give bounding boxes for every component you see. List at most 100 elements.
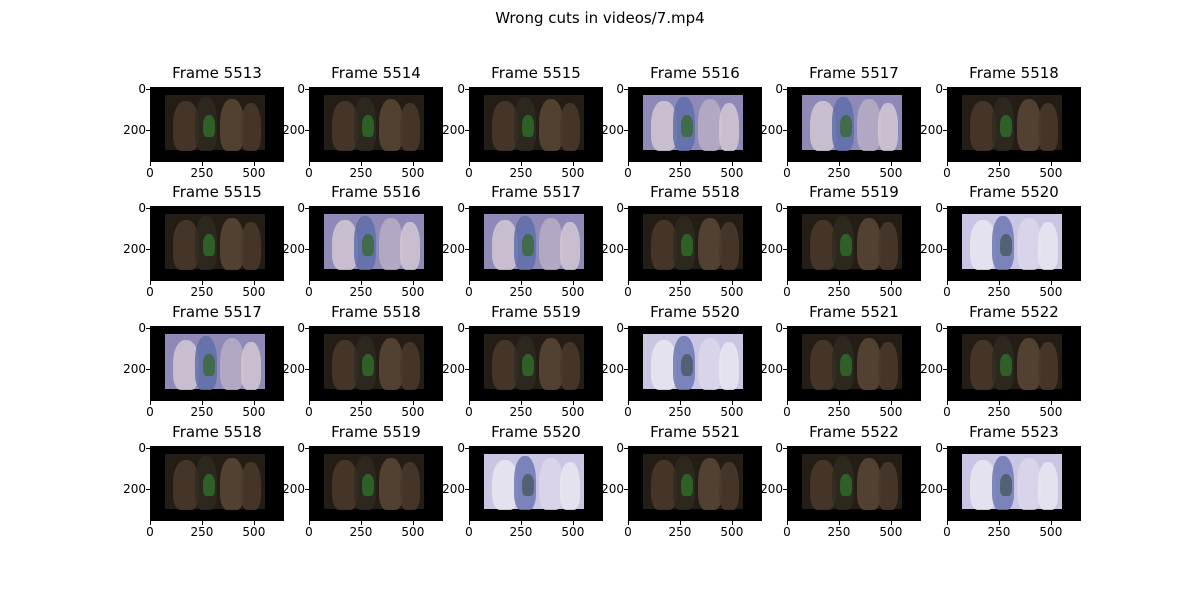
video-content [324,95,424,151]
person-silhouette [1017,218,1041,270]
person-silhouette [840,354,852,376]
x-tick-mark [1050,162,1052,166]
x-tick-label: 500 [879,166,903,180]
x-tick-mark [679,521,681,525]
y-tick-label: 0 [935,321,943,335]
x-tick-label: 0 [624,405,632,419]
x-tick-label: 250 [668,285,692,299]
x-tick-label: 0 [783,166,791,180]
x-tick-label: 500 [1039,166,1063,180]
x-tick-label: 250 [190,166,214,180]
person-silhouette [651,460,677,510]
y-tick-label: 0 [138,201,146,215]
person-silhouette [492,101,518,151]
x-tick-mark [628,401,629,405]
x-tick-mark [201,162,203,166]
panel-title: Frame 5519 [809,183,899,201]
person-silhouette [1000,234,1012,256]
y-tick-label: 200 [601,362,624,377]
person-silhouette [173,460,199,510]
x-tick-label: 250 [190,285,214,299]
x-tick-mark [520,281,522,285]
y-tick-label: 200 [123,482,146,497]
y-tick-label: 200 [123,362,146,377]
person-silhouette [1017,458,1041,510]
person-silhouette [362,474,374,496]
person-silhouette [878,462,898,510]
y-tick-label: 200 [123,123,146,138]
video-content [962,334,1062,390]
x-tick-label: 0 [305,525,313,539]
video-content [165,454,265,510]
person-silhouette [681,474,693,496]
person-silhouette [400,222,420,270]
x-tick-label: 0 [624,525,632,539]
y-tick-label: 0 [297,201,305,215]
y-tick-label: 200 [601,482,624,497]
y-tick-label: 0 [138,321,146,335]
x-tick-label: 0 [783,405,791,419]
panel-title: Frame 5518 [969,64,1059,82]
panel-title: Frame 5518 [331,303,421,321]
y-tick-mark [943,249,947,251]
y-tick-mark [783,249,787,251]
x-tick-mark [412,521,414,525]
video-content [643,95,743,151]
person-silhouette [878,103,898,151]
y-tick-label: 0 [138,82,146,96]
y-tick-mark [943,448,947,449]
y-tick-label: 200 [920,123,943,138]
x-tick-mark [731,162,733,166]
person-silhouette [220,338,244,390]
x-tick-mark [838,401,840,405]
x-tick-label: 500 [242,166,266,180]
person-silhouette [332,220,358,270]
x-tick-label: 0 [146,405,154,419]
x-tick-label: 500 [401,525,425,539]
frame-image [309,87,443,162]
y-tick-mark [146,448,150,449]
person-silhouette [362,354,374,376]
frame-image [787,87,921,162]
x-tick-mark [469,281,470,285]
person-silhouette [681,234,693,256]
frame-panel: Frame 5515 0 200 0 250 500 [123,183,284,298]
y-tick-label: 200 [282,242,305,257]
video-content [643,334,743,390]
x-tick-label: 250 [349,525,373,539]
person-silhouette [522,474,534,496]
person-silhouette [810,460,836,510]
person-silhouette [203,234,215,256]
x-tick-mark [890,281,892,285]
x-tick-mark [309,281,310,285]
y-tick-mark [305,328,309,329]
x-tick-label: 0 [624,285,632,299]
frame-panel: Frame 5522 0 200 0 250 500 [920,303,1081,418]
y-tick-mark [305,249,309,251]
frame-panel: Frame 5522 0 200 0 250 500 [760,423,921,538]
y-tick-label: 0 [935,441,943,455]
frame-image [628,87,762,162]
video-content [484,95,584,151]
y-tick-mark [305,89,309,90]
frame-image [947,326,1081,401]
y-tick-mark [783,489,787,491]
y-tick-label: 200 [601,242,624,257]
y-tick-label: 200 [760,482,783,497]
y-tick-mark [305,369,309,371]
x-tick-mark [360,401,362,405]
panel-title: Frame 5517 [809,64,899,82]
person-silhouette [539,338,563,390]
person-silhouette [681,354,693,376]
person-silhouette [203,115,215,137]
y-tick-mark [465,369,469,371]
x-tick-label: 250 [349,166,373,180]
x-tick-label: 500 [720,405,744,419]
x-tick-mark [572,521,574,525]
person-silhouette [560,103,580,151]
person-silhouette [1038,222,1058,270]
x-tick-mark [309,162,310,166]
x-tick-mark [947,162,948,166]
y-tick-label: 200 [442,123,465,138]
frame-image [469,206,603,281]
